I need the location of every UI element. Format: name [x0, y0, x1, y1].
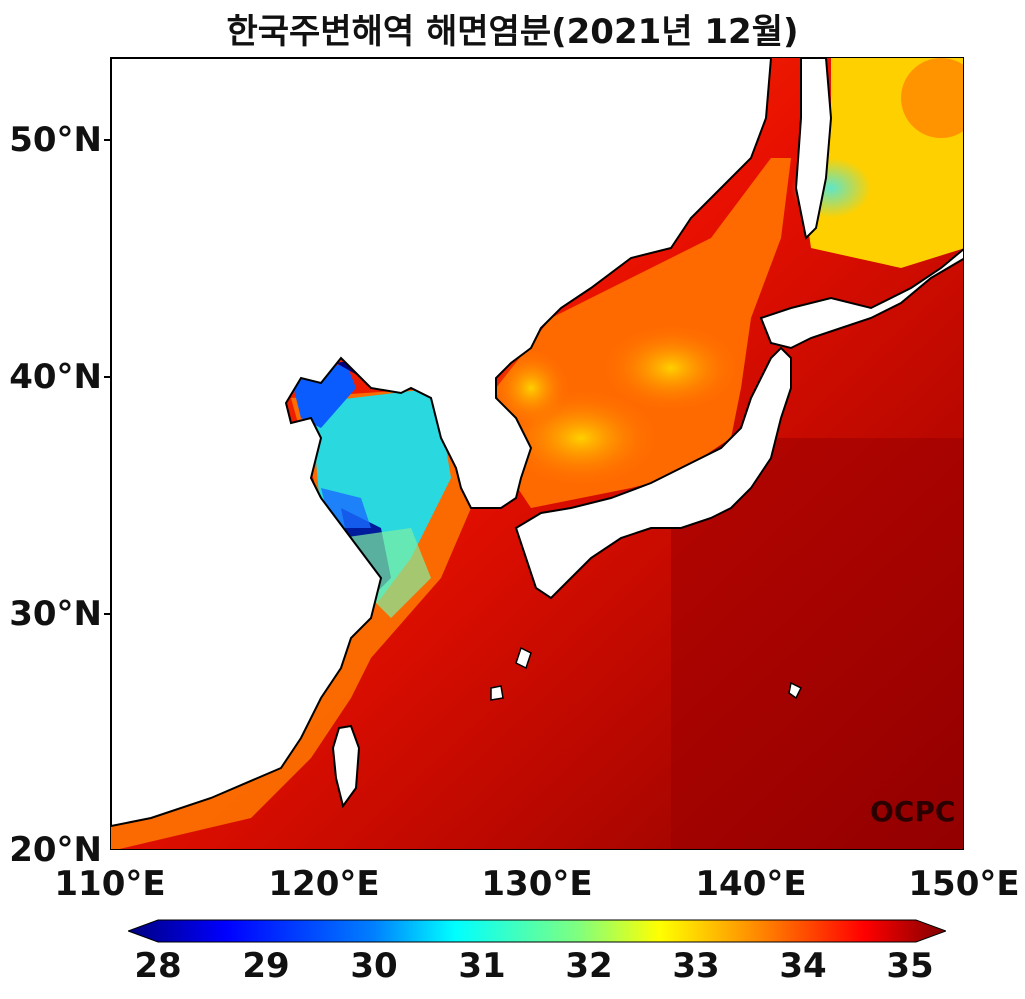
lon-tick-140: 140°E — [695, 864, 807, 904]
land-mask — [111, 58, 963, 828]
cbar-tick-30: 30 — [350, 946, 398, 986]
cbar-tick-32: 32 — [565, 946, 613, 986]
map-title: 한국주변해역 해면염분(2021년 12월) — [226, 12, 799, 52]
salinity-map — [110, 57, 964, 850]
cbar-tick-28: 28 — [134, 946, 182, 986]
cbar-tick-34: 34 — [779, 946, 827, 986]
lat-tick-40: 40°N — [9, 357, 102, 397]
lat-tick-50: 50°N — [9, 120, 102, 160]
cbar-tick-29: 29 — [242, 946, 290, 986]
lon-tick-120: 120°E — [268, 864, 380, 904]
lat-tick-20: 20°N — [9, 830, 102, 870]
lon-tick-110: 110°E — [54, 864, 166, 904]
ocpc-watermark: OCPC — [870, 795, 956, 828]
cbar-tick-33: 33 — [672, 946, 720, 986]
salinity-field — [111, 58, 963, 849]
lat-tick-30: 30°N — [9, 594, 102, 634]
colorbar — [128, 919, 946, 943]
cbar-tick-35: 35 — [886, 946, 934, 986]
cbar-tick-31: 31 — [458, 946, 506, 986]
lon-tick-130: 130°E — [481, 864, 593, 904]
lon-tick-150: 150°E — [908, 864, 1020, 904]
